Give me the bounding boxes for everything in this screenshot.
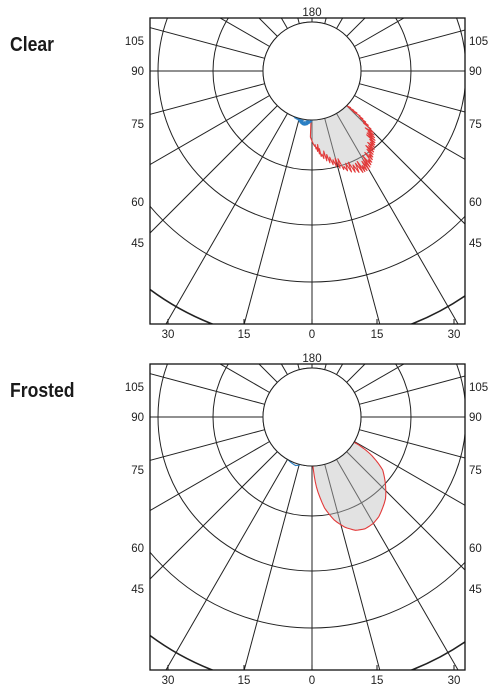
radial-line: [150, 105, 278, 234]
radial-line: [336, 113, 459, 324]
left-angle-label: 45: [131, 584, 144, 596]
right-angle-label: 45: [469, 584, 482, 596]
radial-line: [346, 364, 366, 383]
radial-line: [150, 373, 265, 405]
left-angle-label: 90: [131, 66, 144, 78]
right-angle-label: 105: [469, 382, 488, 394]
radial-line: [150, 451, 278, 580]
bottom-tick-label: 30: [162, 675, 175, 687]
radial-line: [354, 364, 405, 393]
radial-line: [150, 95, 270, 166]
right-angle-label: 105: [469, 36, 488, 48]
panel-label-frosted: Frosted: [10, 380, 75, 402]
radial-line: [219, 18, 270, 47]
top-angle-label: 180: [302, 353, 321, 365]
radial-line: [243, 118, 300, 324]
right-angle-label: 45: [469, 238, 482, 250]
right-angle-label: 75: [469, 465, 482, 477]
bottom-tick-label: 30: [448, 675, 461, 687]
radial-line: [150, 83, 265, 115]
right-angle-label: 90: [469, 66, 482, 78]
polar-grid: [150, 364, 465, 670]
bottom-tick-label: 0: [309, 329, 315, 341]
radial-line: [258, 364, 278, 383]
bottom-tick-label: 30: [448, 329, 461, 341]
radial-line: [297, 18, 300, 24]
left-angle-label: 105: [125, 36, 144, 48]
radial-line: [150, 441, 270, 512]
radial-line: [297, 364, 300, 370]
radial-line: [258, 18, 278, 37]
polar-grid: [150, 18, 465, 324]
plot-frame: [149, 17, 466, 325]
right-angle-label: 75: [469, 119, 482, 131]
radial-line: [165, 113, 288, 324]
bottom-tick-label: 15: [371, 675, 384, 687]
left-angle-label: 60: [131, 543, 144, 555]
radial-line: [150, 429, 265, 461]
bottom-tick-label: 0: [309, 675, 315, 687]
radial-line: [336, 459, 459, 670]
right-angle-label: 60: [469, 197, 482, 209]
radial-line: [243, 464, 300, 670]
panel-label-clear: Clear: [10, 34, 55, 56]
radial-line: [359, 83, 465, 113]
radial-line: [165, 459, 288, 670]
bottom-tick-label: 15: [371, 329, 384, 341]
inner-circle: [262, 367, 362, 467]
top-angle-label: 180: [302, 7, 321, 19]
left-angle-label: 105: [125, 382, 144, 394]
radial-line: [324, 364, 327, 370]
polar-chart-0: 180 105 90 75 60 45 105 90 75 60 45 30 15 0 15 30: [125, 7, 488, 341]
radial-line: [150, 27, 265, 59]
radial-line: [346, 18, 366, 37]
inner-circle: [262, 21, 362, 121]
radial-line: [346, 451, 465, 571]
radial-line: [324, 118, 381, 324]
right-angle-label: 90: [469, 412, 482, 424]
left-angle-label: 75: [131, 119, 144, 131]
left-angle-label: 45: [131, 238, 144, 250]
bottom-tick-label: 30: [162, 329, 175, 341]
left-angle-label: 75: [131, 465, 144, 477]
radial-line: [354, 18, 405, 47]
right-angle-label: 60: [469, 543, 482, 555]
radial-line: [354, 441, 465, 506]
left-angle-label: 60: [131, 197, 144, 209]
left-angle-label: 90: [131, 412, 144, 424]
radial-line: [324, 18, 327, 24]
radial-line: [359, 375, 465, 405]
bottom-tick-label: 15: [238, 329, 251, 341]
plot-frame: [149, 363, 466, 671]
radial-line: [354, 95, 465, 160]
radial-line: [219, 364, 270, 393]
bottom-tick-label: 15: [238, 675, 251, 687]
radial-line: [359, 429, 465, 459]
polar-chart-1: 180 105 90 75 60 45 105 90 75 60 45 30 15 0 15 30: [125, 353, 488, 687]
radial-line: [324, 464, 381, 670]
radial-line: [359, 29, 465, 59]
